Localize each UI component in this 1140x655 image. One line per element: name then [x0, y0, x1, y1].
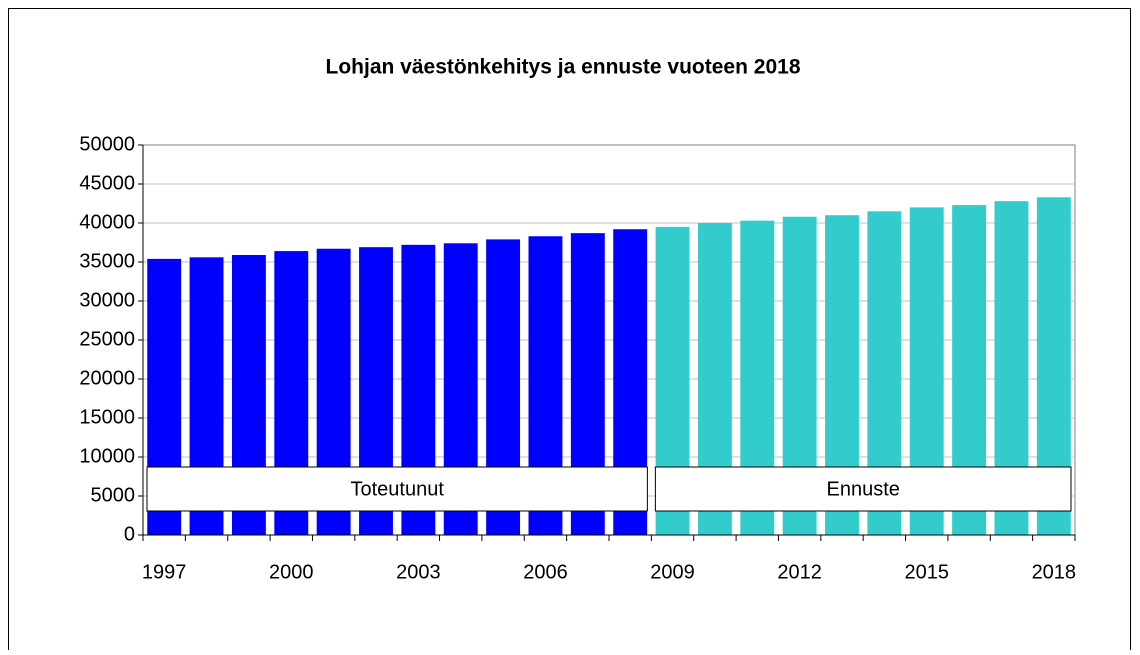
- x-tick-label: 2012: [777, 561, 822, 583]
- y-tick-label: 5000: [91, 484, 136, 506]
- y-tick-label: 40000: [79, 211, 135, 233]
- y-tick-label: 25000: [79, 328, 135, 350]
- x-tick-label: 2015: [904, 561, 949, 583]
- legend-box: [146, 466, 648, 512]
- y-tick-label: 45000: [79, 172, 135, 194]
- x-tick-label: 2009: [650, 561, 695, 583]
- legend-label: Toteutunut: [350, 478, 444, 500]
- y-tick-label: 35000: [79, 250, 135, 272]
- y-tick-label: 15000: [79, 406, 135, 428]
- chart-title: Lohjan väestönkehitys ja ennuste vuoteen…: [326, 56, 801, 79]
- y-tick-label: 10000: [79, 445, 135, 467]
- y-tick-label: 50000: [79, 133, 135, 155]
- x-tick-label: 1997: [142, 561, 187, 583]
- legend-box: [654, 466, 1072, 512]
- x-tick-label: 2006: [523, 561, 568, 583]
- x-tick-label: 2018: [1032, 561, 1077, 583]
- x-tick-label: 2000: [269, 561, 314, 583]
- y-tick-label: 20000: [79, 367, 135, 389]
- legend-label: Ennuste: [826, 478, 899, 500]
- x-tick-label: 2003: [396, 561, 441, 583]
- y-tick-label: 0: [124, 523, 135, 545]
- y-tick-label: 30000: [79, 289, 135, 311]
